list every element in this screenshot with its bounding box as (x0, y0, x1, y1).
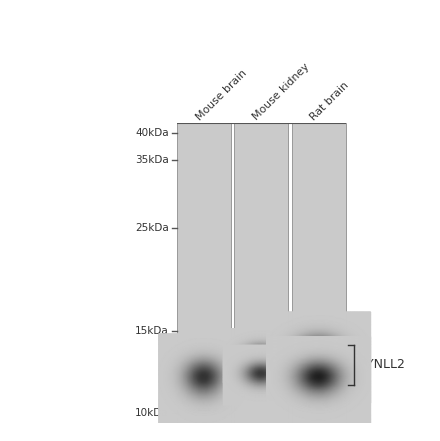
Text: Rat brain: Rat brain (309, 80, 351, 123)
FancyBboxPatch shape (234, 123, 288, 423)
Text: 35kDa: 35kDa (135, 155, 169, 165)
Text: Mouse kidney: Mouse kidney (251, 62, 312, 123)
Text: 40kDa: 40kDa (135, 128, 169, 138)
Text: 25kDa: 25kDa (135, 223, 169, 233)
Text: 15kDa: 15kDa (135, 326, 169, 336)
Text: Mouse brain: Mouse brain (194, 68, 248, 123)
FancyBboxPatch shape (177, 123, 231, 423)
Text: DYNLL2: DYNLL2 (358, 359, 406, 371)
FancyBboxPatch shape (292, 123, 346, 423)
Text: 10kDa: 10kDa (135, 408, 169, 418)
